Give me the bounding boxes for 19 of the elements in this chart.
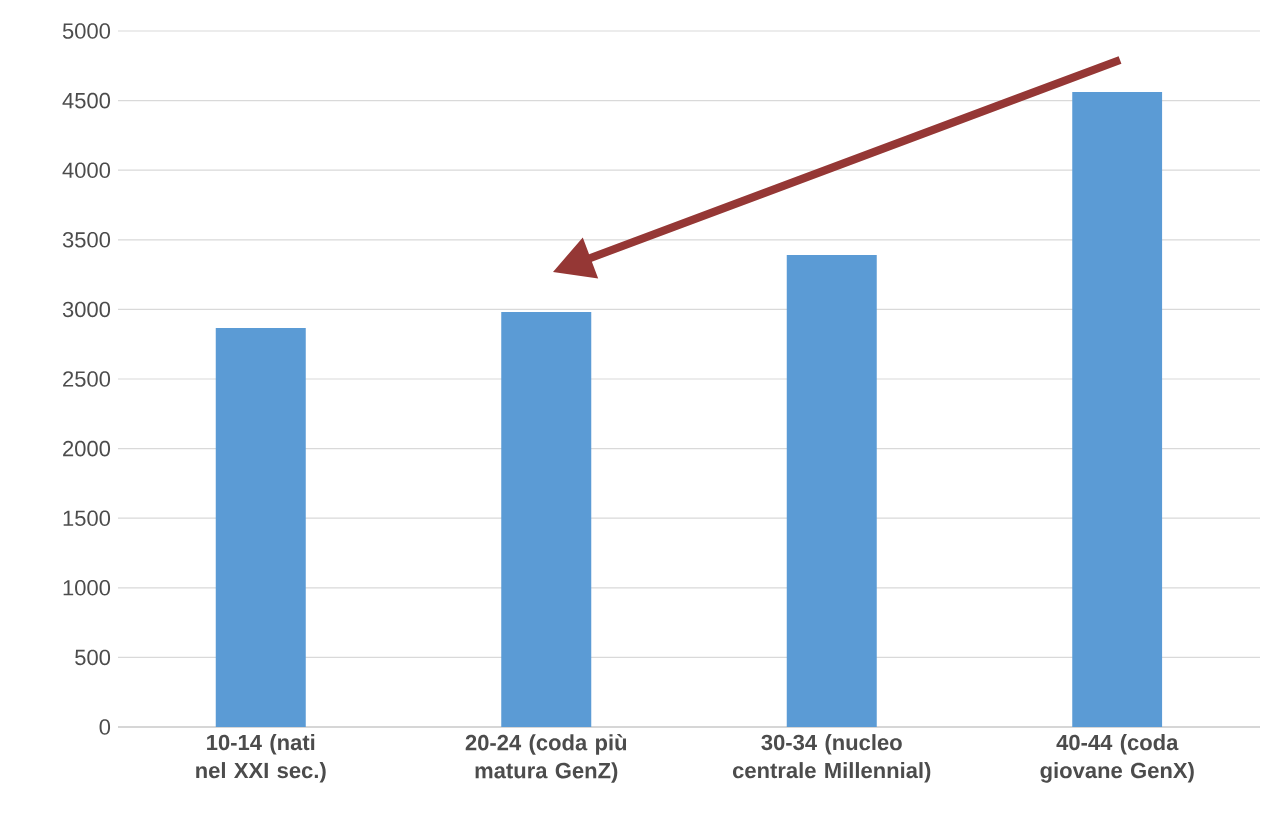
y-tick-label: 3500 — [62, 232, 111, 248]
x-tick-label: 30-34 (nucleo centrale Millennial) — [732, 734, 931, 783]
x-tick-label: 40-44 (coda giovane GenX) — [1040, 734, 1194, 783]
x-tick-label: 10-14 (nati nel XXI sec.) — [196, 734, 326, 783]
y-tick-label: 5000 — [62, 23, 111, 39]
y-tick-label: 4500 — [62, 92, 111, 109]
bar — [786, 254, 877, 727]
y-tick-label: 0 — [99, 719, 111, 735]
bar — [1072, 91, 1163, 727]
y-tick-label: 4000 — [62, 162, 111, 178]
y-tick-label: 2000 — [63, 440, 111, 457]
y-tick-label: 500 — [75, 649, 111, 666]
y-tick-label: 2500 — [63, 371, 111, 387]
y-tick-label: 3000 — [62, 301, 111, 318]
x-tick-label: 20-24 (coda più matura GenZ) — [465, 734, 627, 783]
bar — [215, 328, 306, 727]
bar — [501, 312, 592, 727]
y-tick-label: 1000 — [63, 580, 111, 596]
y-tick-label: 1500 — [63, 510, 111, 526]
